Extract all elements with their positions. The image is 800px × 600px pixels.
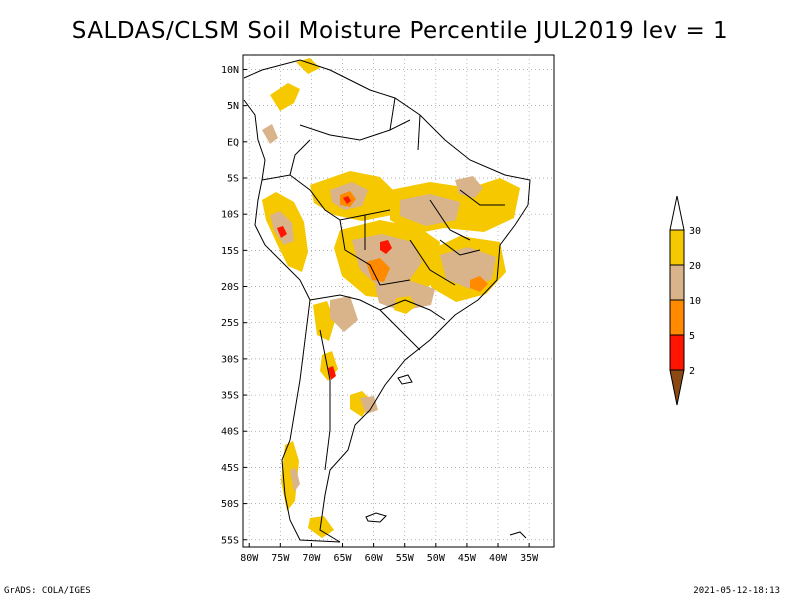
soil-moisture-shading	[262, 58, 520, 538]
legend-level-label: 30	[689, 226, 701, 237]
legend-2-5	[669, 334, 685, 371]
lat-tick-label: 10N	[221, 65, 239, 76]
lon-tick-label: 65W	[333, 553, 352, 564]
lon-tick-label: 40W	[489, 553, 508, 564]
longitude-tick-labels: 80W 75W 70W 65W 60W 55W 50W 45W 40W 35W	[240, 543, 539, 564]
legend-level-label: 2	[689, 366, 695, 377]
footer-timestamp: 2021-05-12-18:13	[693, 586, 780, 596]
lon-tick-label: 80W	[240, 553, 259, 564]
lat-tick-label: 10S	[221, 210, 239, 221]
lon-tick-label: 75W	[271, 553, 290, 564]
lon-tick-label: 45W	[458, 553, 477, 564]
legend-level-label: 5	[689, 331, 695, 342]
lat-tick-label: 30S	[221, 354, 239, 365]
lat-tick-label: 5N	[227, 101, 239, 112]
lat-tick-label: 50S	[221, 499, 239, 510]
lon-tick-label: 50W	[427, 553, 446, 564]
lat-tick-label: 35S	[221, 391, 239, 402]
map-title: SALDAS/CLSM Soil Moisture Percentile JUL…	[71, 18, 729, 44]
footer-software-credit: GrADS: COLA/IGES	[4, 586, 91, 596]
legend-5-10	[669, 299, 685, 336]
lat-tick-label: EQ	[227, 137, 239, 148]
legend-level-label: 10	[689, 296, 701, 307]
color-legend: 30 20 10 5 2	[669, 195, 701, 406]
lon-tick-label: 55W	[396, 553, 415, 564]
lat-tick-label: 20S	[221, 282, 239, 293]
coastline-outline	[243, 59, 531, 543]
lat-tick-label: 5S	[227, 174, 239, 185]
legend-above-30	[669, 195, 685, 231]
lat-tick-label: 25S	[221, 318, 239, 329]
legend-20-30	[669, 229, 685, 266]
lat-tick-label: 40S	[221, 427, 239, 438]
latitude-tick-labels: 10N 5N EQ 5S 10S 15S 20S 25S 30S 35S 40S 45S 50S 55S	[221, 65, 247, 546]
legend-level-label: 20	[689, 261, 701, 272]
legend-below-2	[669, 369, 685, 406]
lon-tick-label: 35W	[520, 553, 539, 564]
legend-10-20	[669, 264, 685, 301]
lat-tick-label: 15S	[221, 246, 239, 257]
lon-tick-label: 70W	[302, 553, 321, 564]
lat-tick-label: 55S	[221, 535, 239, 546]
lon-tick-label: 60W	[365, 553, 384, 564]
lat-tick-label: 45S	[221, 463, 239, 474]
